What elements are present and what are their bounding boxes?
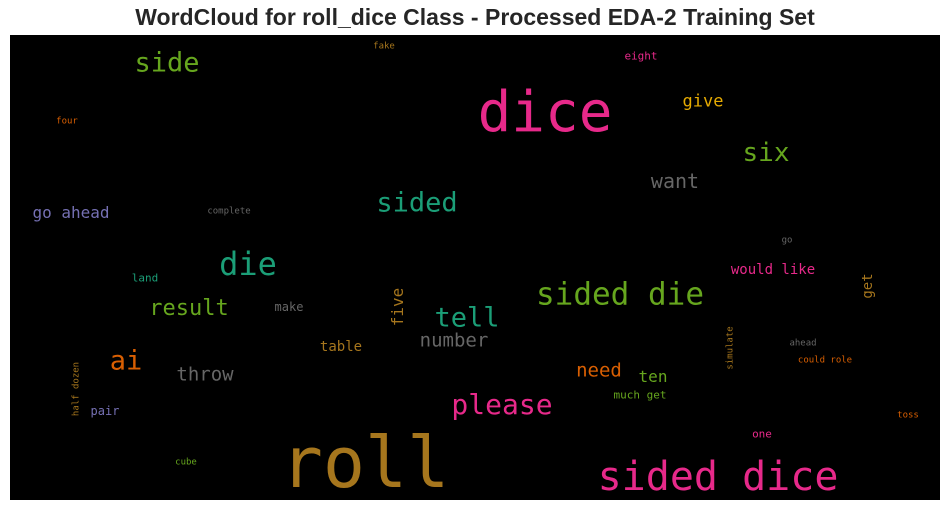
word-die: die: [219, 245, 277, 283]
word-give: give: [682, 91, 724, 112]
word-number: number: [419, 329, 489, 352]
word-need: need: [576, 359, 622, 382]
word-ahead: ahead: [789, 338, 817, 349]
word-could-role: could role: [797, 355, 853, 366]
word-result: result: [149, 296, 229, 321]
chart-title: WordCloud for roll_dice Class - Processe…: [135, 4, 815, 30]
word-simulate: simulate: [725, 326, 736, 370]
word-get: get: [860, 273, 876, 299]
word-side: side: [134, 47, 200, 79]
word-fake: fake: [373, 41, 395, 52]
word-four: four: [56, 116, 78, 127]
word-roll: roll: [280, 422, 450, 500]
word-land: land: [131, 271, 159, 285]
word-six: six: [742, 138, 790, 168]
word-make: make: [274, 300, 304, 314]
word-want: want: [650, 169, 700, 193]
word-one: one: [752, 427, 772, 441]
word-tell: tell: [434, 302, 500, 334]
wordcloud-canvas: roll dice sided dice sided die die please side…: [10, 35, 940, 500]
word-sided: sided: [376, 187, 458, 219]
word-ai: ai: [109, 345, 143, 377]
word-please: please: [451, 388, 553, 421]
word-eight: eight: [624, 49, 658, 63]
word-cube: cube: [175, 457, 197, 468]
word-five: five: [388, 287, 407, 327]
word-sided-die: sided die: [536, 276, 704, 313]
word-ten: ten: [638, 367, 668, 386]
word-dice: dice: [477, 80, 613, 145]
word-go-ahead: go ahead: [32, 203, 110, 222]
word-much-get: much get: [613, 388, 667, 402]
word-toss: toss: [897, 410, 919, 421]
word-table: table: [319, 339, 363, 355]
word-sided-dice: sided dice: [597, 454, 839, 500]
word-would-like: would like: [730, 262, 816, 278]
word-half-dozen: half dozen: [71, 361, 82, 417]
word-go: go: [781, 235, 793, 246]
word-throw: throw: [176, 363, 234, 386]
word-complete: complete: [207, 206, 251, 217]
word-pair: pair: [90, 404, 120, 418]
